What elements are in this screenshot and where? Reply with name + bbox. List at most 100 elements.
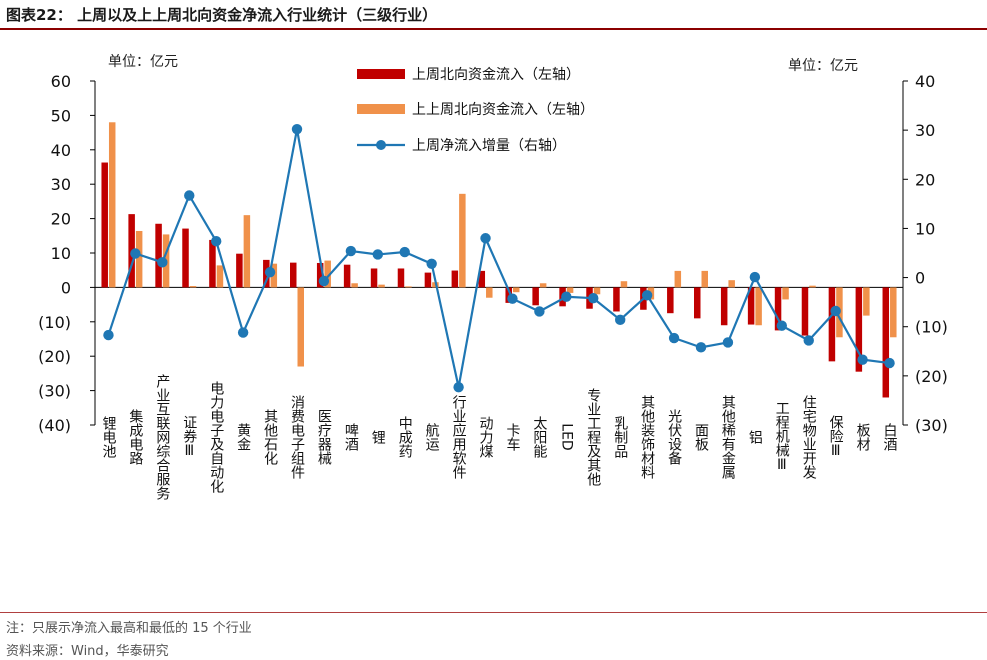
net-increment-point (534, 306, 545, 317)
net-increment-point (318, 275, 330, 287)
net-increment-point (157, 257, 168, 268)
right-tick-label: 0 (915, 269, 925, 288)
category-label: 光伏设备 (666, 409, 682, 465)
net-increment-point (668, 332, 680, 344)
net-increment-point (857, 354, 868, 365)
left-tick-label: 60 (51, 72, 71, 91)
bar-prev-week (755, 287, 762, 326)
bar-prev-week (566, 287, 574, 293)
right-tick-label: 40 (915, 72, 935, 91)
bar-last-week (370, 268, 378, 288)
category-label: 白酒 (882, 423, 898, 451)
category-label: 黄金 (235, 422, 251, 451)
category-label: 其他石化 (262, 409, 278, 466)
category-label: 集成电路 (127, 408, 143, 465)
bar-prev-week (620, 281, 628, 288)
bar-last-week (532, 287, 539, 306)
left-tick-label: 0 (61, 278, 71, 297)
title-divider (0, 28, 987, 30)
bar-last-week (478, 270, 486, 288)
bar-last-week (182, 228, 189, 288)
category-label: 产业互联网综合服务 (154, 374, 170, 500)
bar-last-week (828, 287, 836, 362)
bar-prev-week (539, 283, 547, 288)
bar-last-week (316, 262, 324, 288)
legend-net-increment-marker (376, 140, 386, 150)
net-increment-point (695, 342, 707, 353)
net-increment-point (641, 290, 653, 301)
bar-last-week (774, 287, 782, 331)
left-tick-label: (10) (38, 313, 71, 332)
left-tick-label: 40 (51, 141, 71, 160)
bar-last-week (613, 287, 620, 312)
bar-prev-week (728, 280, 735, 288)
category-label: 行业应用软件 (451, 395, 467, 479)
footer-divider (0, 612, 987, 613)
category-label: 铝 (747, 430, 763, 444)
bar-last-week (855, 287, 863, 372)
net-increment-point (561, 291, 572, 302)
category-label: 医疗器械 (316, 409, 332, 465)
left-tick-label: (20) (38, 347, 71, 366)
category-label: LED (558, 423, 574, 450)
category-label: 动力煤 (478, 416, 494, 458)
net-increment-point (291, 123, 303, 135)
chart-title: 图表22： 上周以及上上周北向资金净流入行业统计（三级行业） (6, 6, 438, 24)
net-increment-point (345, 245, 357, 257)
bar-prev-week (459, 193, 466, 288)
category-label: 住宅物业开发 (801, 395, 817, 479)
net-increment-point (211, 236, 222, 247)
net-increment-point (237, 327, 249, 338)
category-label: 乳制品 (612, 416, 628, 458)
right-tick-label: 10 (915, 219, 935, 238)
category-label: 工程机械Ⅲ (774, 401, 790, 473)
left-tick-label: 50 (51, 106, 71, 125)
bar-last-week (720, 287, 728, 326)
net-increment-point (480, 233, 491, 244)
bar-prev-week (863, 287, 870, 316)
right-tick-label: 30 (915, 121, 935, 140)
right-tick-label: (10) (915, 318, 948, 337)
category-label: 卡车 (504, 423, 520, 451)
bar-prev-week (701, 270, 708, 288)
bar-prev-week (486, 287, 493, 298)
category-label: 锂 (370, 430, 386, 445)
category-label: 其他稀有金属 (720, 395, 736, 479)
bar-last-week (209, 239, 216, 288)
bar-prev-week (890, 287, 897, 338)
category-label: 中成药 (397, 416, 413, 458)
bar-last-week (451, 270, 459, 288)
bar-last-week (155, 223, 162, 288)
bar-prev-week (243, 215, 251, 288)
legend-net-increment-label: 上周净流入增量（右轴） (412, 138, 566, 154)
left-tick-label: 30 (51, 175, 71, 194)
category-label: 专业工程及其他 (585, 388, 601, 487)
category-label: 面板 (693, 423, 709, 451)
legend-last-week-label: 上周北向资金流入（左轴） (412, 67, 580, 83)
category-label: 锂电池 (100, 416, 116, 458)
bar-prev-week (351, 283, 358, 288)
bar-prev-week (108, 122, 116, 288)
net-increment-point (426, 258, 437, 270)
bar-prev-week (216, 265, 224, 288)
left-unit-label: 单位：亿元 (108, 54, 178, 70)
net-increment-point (722, 337, 734, 348)
net-increment-point (372, 249, 383, 260)
left-tick-label: (40) (38, 416, 71, 435)
left-tick-label: 10 (51, 244, 71, 263)
category-label: 消费电子组件 (289, 395, 305, 479)
bar-prev-week (189, 286, 197, 288)
bar-prev-week (512, 287, 520, 293)
net-increment-point (803, 335, 814, 346)
bar-last-week (694, 287, 701, 319)
category-label: 太阳能 (531, 416, 547, 459)
bar-prev-week (782, 287, 789, 300)
bar-prev-week (135, 230, 143, 288)
bar-last-week (290, 262, 297, 288)
bar-last-week (801, 287, 809, 336)
net-increment-point (749, 271, 761, 283)
category-label: 航运 (424, 423, 440, 452)
legend-prev-week-label: 上上周北向资金流入（左轴） (412, 102, 594, 118)
chart-note: 注：只展示净流入最高和最低的 15 个行业 (6, 621, 252, 636)
net-increment-point (830, 305, 841, 317)
